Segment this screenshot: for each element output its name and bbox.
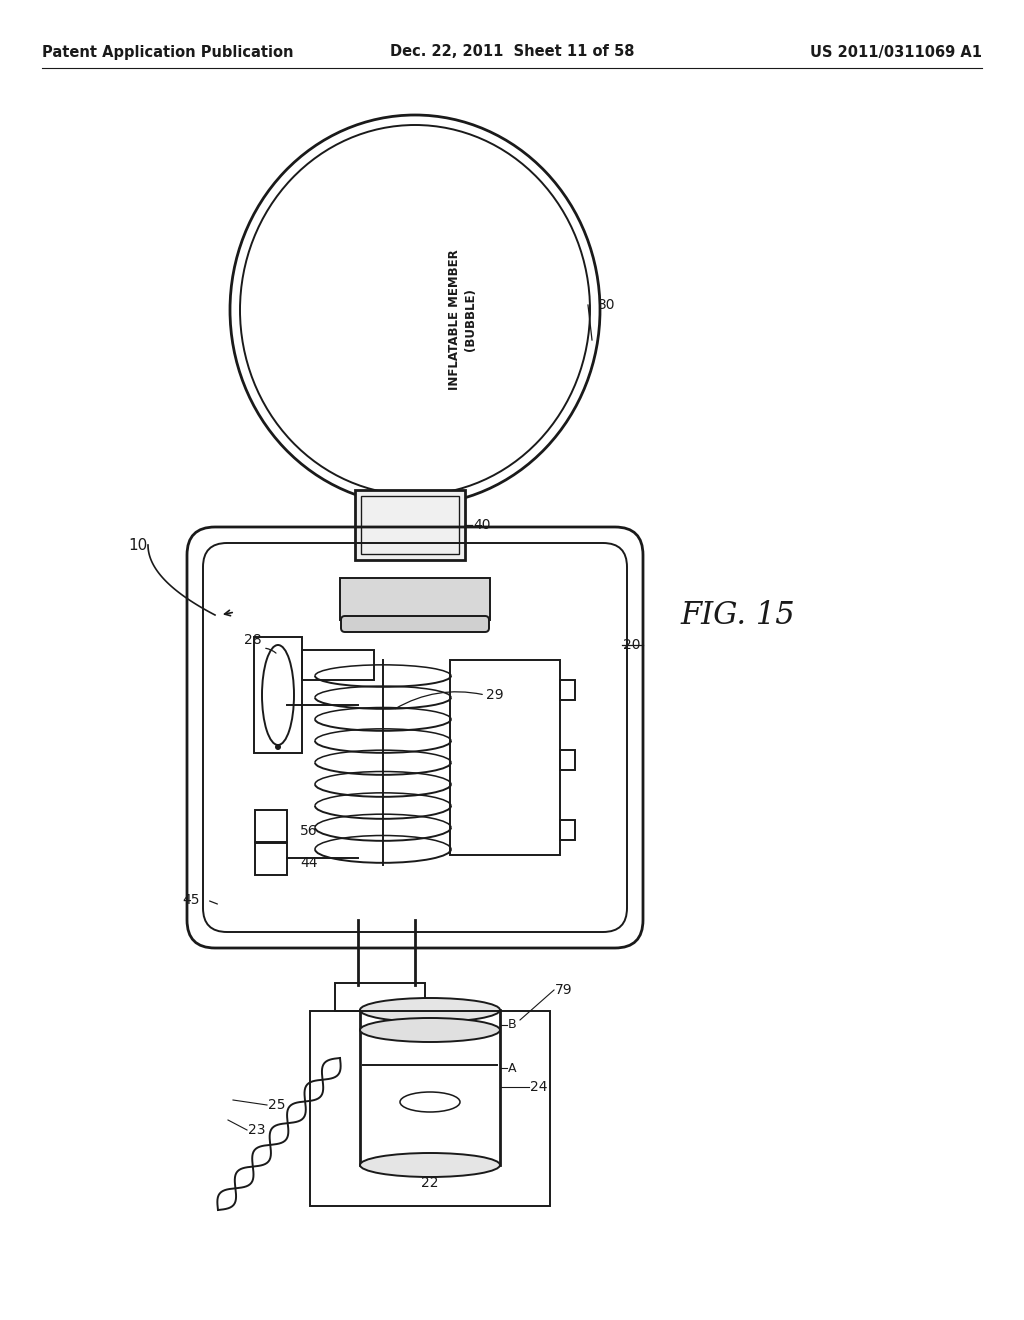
Text: B: B	[508, 1019, 517, 1031]
Text: US 2011/0311069 A1: US 2011/0311069 A1	[810, 45, 982, 59]
Bar	[560, 680, 575, 700]
Bar	[255, 810, 287, 842]
Text: 20: 20	[623, 638, 640, 652]
Ellipse shape	[275, 744, 281, 750]
Bar	[560, 750, 575, 770]
Bar	[361, 496, 459, 554]
FancyBboxPatch shape	[341, 616, 489, 632]
Bar	[450, 660, 560, 855]
Text: 29: 29	[486, 688, 504, 702]
Text: Patent Application Publication: Patent Application Publication	[42, 45, 294, 59]
Bar	[335, 983, 425, 1011]
Text: Dec. 22, 2011  Sheet 11 of 58: Dec. 22, 2011 Sheet 11 of 58	[390, 45, 634, 59]
Text: 28: 28	[244, 634, 262, 647]
Text: 23: 23	[248, 1123, 265, 1137]
Text: 22: 22	[421, 1176, 438, 1191]
Bar	[254, 638, 302, 752]
Text: FIG. 15: FIG. 15	[680, 599, 795, 631]
Text: 25: 25	[268, 1098, 286, 1111]
Bar	[255, 843, 287, 875]
Bar	[310, 1011, 550, 1206]
Bar	[560, 820, 575, 840]
Ellipse shape	[360, 1152, 500, 1177]
Bar	[340, 578, 490, 620]
Text: 30: 30	[598, 298, 615, 312]
Text: 40: 40	[473, 517, 490, 532]
Text: 79: 79	[555, 983, 572, 997]
Bar	[302, 649, 374, 680]
Ellipse shape	[360, 1018, 500, 1041]
Text: INFLATABLE MEMBER: INFLATABLE MEMBER	[449, 249, 462, 391]
Text: (BUBBLE): (BUBBLE)	[464, 289, 476, 351]
Text: 45: 45	[182, 894, 200, 907]
Bar	[355, 490, 465, 560]
Text: 44: 44	[300, 855, 317, 870]
Text: 24: 24	[530, 1080, 548, 1094]
Bar	[360, 1010, 500, 1166]
Text: A: A	[508, 1061, 516, 1074]
Text: 10: 10	[129, 537, 148, 553]
Text: 56: 56	[300, 824, 317, 838]
Ellipse shape	[360, 998, 500, 1022]
